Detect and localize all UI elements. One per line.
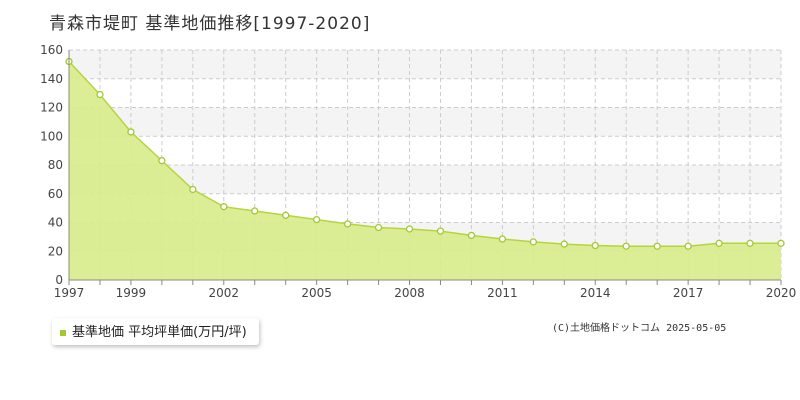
data-point [127,128,135,136]
y-tick-label: 40 [48,216,63,230]
data-point [343,220,352,228]
chart-title: 青森市堤町 基準地価推移[1997-2020] [49,14,371,34]
y-tick-label: 0 [55,273,63,287]
x-tick-label: 2005 [301,286,332,300]
y-tick-label: 100 [40,129,63,143]
x-tick-label: 2014 [580,286,611,300]
legend-marker-icon [60,329,66,336]
data-point [220,203,228,211]
data-point [560,240,568,248]
data-point [529,238,537,246]
x-tick-labels: 1997 1999 2002 2005 2008 2011 2014 2017 2020 [54,286,797,300]
copyright-text: (C)土地価格ドットコム 2025-05-05 [552,323,727,334]
x-tick-label: 2017 [673,286,704,300]
data-point [622,242,630,250]
y-tick-label: 140 [40,72,63,86]
x-tick-label: 2020 [766,286,797,300]
data-point [158,157,166,165]
legend-label: 基準地価 平均坪単価(万円/坪) [72,325,247,340]
y-tick-label: 160 [40,43,63,57]
data-point [715,239,723,247]
data-point [746,239,754,247]
x-tick-label: 1999 [116,286,147,300]
data-point [467,231,476,240]
series-line [68,60,781,247]
area-chart: 0 20 40 60 80 100 120 140 160 1997 1999 2002 2005 20… [40,43,797,300]
data-point [591,241,599,250]
y-tick-label: 60 [48,187,63,201]
data-point [684,242,692,250]
y-tick-label: 80 [48,158,63,172]
area-fill [69,61,781,280]
x-tick-label: 1997 [54,286,85,300]
data-point [96,90,104,99]
data-point [374,223,383,232]
y-tick-labels: 0 20 40 60 80 100 120 140 160 [40,43,63,287]
x-tick-label: 2011 [487,286,518,300]
data-point [436,227,445,235]
y-tick-label: 120 [40,101,63,115]
data-point [405,225,414,233]
grid-band [69,107,781,137]
data-point [189,185,197,194]
x-tick-label: 2008 [394,286,425,300]
data-markers [65,57,785,250]
chart-axes [68,50,782,285]
grid-band [69,50,781,79]
data-point [498,235,507,243]
data-point [653,242,661,250]
data-point [777,239,785,247]
data-point [251,207,259,215]
y-tick-label: 20 [48,244,63,258]
data-point [313,215,321,224]
x-tick-label: 2002 [209,286,240,300]
data-point [282,211,290,219]
chart-legend: 基準地価 平均坪単価(万円/坪) [52,318,259,345]
